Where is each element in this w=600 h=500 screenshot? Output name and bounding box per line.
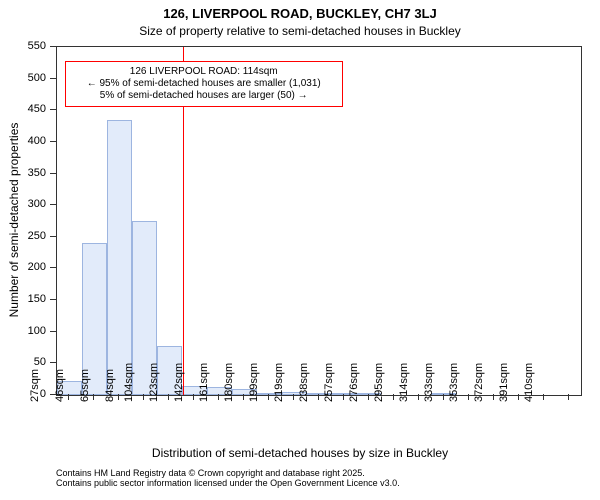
histogram-bar bbox=[107, 120, 132, 395]
x-tick-label: 238sqm bbox=[298, 363, 310, 402]
annotation-box: 126 LIVERPOOL ROAD: 114sqm← 95% of semi-… bbox=[65, 61, 343, 107]
y-tick-label: 350 bbox=[0, 167, 46, 179]
y-tick-mark bbox=[50, 362, 56, 363]
chart-container: 126, LIVERPOOL ROAD, BUCKLEY, CH7 3LJ Si… bbox=[0, 0, 600, 500]
x-tick-label: 410sqm bbox=[522, 363, 534, 402]
y-tick-label: 450 bbox=[0, 103, 46, 115]
x-tick-label: 391sqm bbox=[497, 363, 509, 402]
y-tick-label: 50 bbox=[0, 356, 46, 368]
x-tick-label: 123sqm bbox=[148, 363, 160, 402]
x-tick-mark bbox=[218, 394, 219, 400]
x-tick-label: 65sqm bbox=[79, 369, 91, 402]
x-tick-label: 314sqm bbox=[398, 363, 410, 402]
x-tick-label: 333sqm bbox=[423, 363, 435, 402]
x-tick-mark bbox=[293, 394, 294, 400]
x-tick-label: 199sqm bbox=[248, 363, 260, 402]
x-tick-mark bbox=[143, 394, 144, 400]
x-tick-mark bbox=[168, 394, 169, 400]
x-tick-mark bbox=[568, 394, 569, 400]
chart-title-line2: Size of property relative to semi-detach… bbox=[0, 24, 600, 38]
x-tick-label: 27sqm bbox=[29, 369, 41, 402]
x-tick-label: 257sqm bbox=[323, 363, 335, 402]
plot-area: 126 LIVERPOOL ROAD: 114sqm← 95% of semi-… bbox=[56, 46, 582, 396]
x-tick-mark bbox=[68, 394, 69, 400]
x-tick-mark bbox=[368, 394, 369, 400]
y-axis-title: Number of semi-detached properties bbox=[7, 123, 21, 318]
x-tick-mark bbox=[268, 394, 269, 400]
y-tick-mark bbox=[50, 173, 56, 174]
y-tick-mark bbox=[50, 267, 56, 268]
y-tick-label: 550 bbox=[0, 40, 46, 52]
y-tick-mark bbox=[50, 236, 56, 237]
y-tick-label: 100 bbox=[0, 325, 46, 337]
y-tick-label: 200 bbox=[0, 261, 46, 273]
x-tick-label: 295sqm bbox=[373, 363, 385, 402]
x-tick-mark bbox=[393, 394, 394, 400]
y-tick-mark bbox=[50, 204, 56, 205]
x-tick-mark bbox=[443, 394, 444, 400]
x-tick-label: 161sqm bbox=[198, 363, 210, 402]
x-tick-label: 353sqm bbox=[448, 363, 460, 402]
x-tick-label: 276sqm bbox=[348, 363, 360, 402]
x-tick-label: 104sqm bbox=[123, 363, 135, 402]
x-tick-label: 219sqm bbox=[273, 363, 285, 402]
x-tick-label: 84sqm bbox=[104, 369, 116, 402]
x-tick-mark bbox=[518, 394, 519, 400]
y-tick-mark bbox=[50, 78, 56, 79]
y-tick-label: 250 bbox=[0, 230, 46, 242]
x-tick-label: 142sqm bbox=[173, 363, 185, 402]
y-tick-mark bbox=[50, 299, 56, 300]
y-tick-label: 300 bbox=[0, 198, 46, 210]
annotation-line-3: 5% of semi-detached houses are larger (5… bbox=[72, 90, 336, 102]
x-tick-label: 372sqm bbox=[472, 363, 484, 402]
x-tick-mark bbox=[93, 394, 94, 400]
footer-attribution: Contains HM Land Registry data © Crown c… bbox=[56, 468, 580, 488]
x-axis-title: Distribution of semi-detached houses by … bbox=[0, 446, 600, 460]
x-tick-mark bbox=[468, 394, 469, 400]
x-tick-mark bbox=[243, 394, 244, 400]
x-tick-mark bbox=[343, 394, 344, 400]
x-tick-label: 180sqm bbox=[223, 363, 235, 402]
x-tick-mark bbox=[318, 394, 319, 400]
x-tick-mark bbox=[118, 394, 119, 400]
y-tick-mark bbox=[50, 46, 56, 47]
annotation-line-2: ← 95% of semi-detached houses are smalle… bbox=[72, 78, 336, 90]
y-tick-mark bbox=[50, 109, 56, 110]
x-tick-mark bbox=[543, 394, 544, 400]
annotation-line-1: 126 LIVERPOOL ROAD: 114sqm bbox=[72, 66, 336, 78]
x-tick-label: 46sqm bbox=[54, 369, 66, 402]
x-tick-mark bbox=[418, 394, 419, 400]
y-tick-label: 150 bbox=[0, 293, 46, 305]
x-tick-mark bbox=[193, 394, 194, 400]
y-tick-label: 400 bbox=[0, 135, 46, 147]
y-tick-label: 500 bbox=[0, 72, 46, 84]
x-tick-mark bbox=[493, 394, 494, 400]
y-tick-mark bbox=[50, 141, 56, 142]
y-tick-mark bbox=[50, 331, 56, 332]
chart-title-line1: 126, LIVERPOOL ROAD, BUCKLEY, CH7 3LJ bbox=[0, 6, 600, 21]
